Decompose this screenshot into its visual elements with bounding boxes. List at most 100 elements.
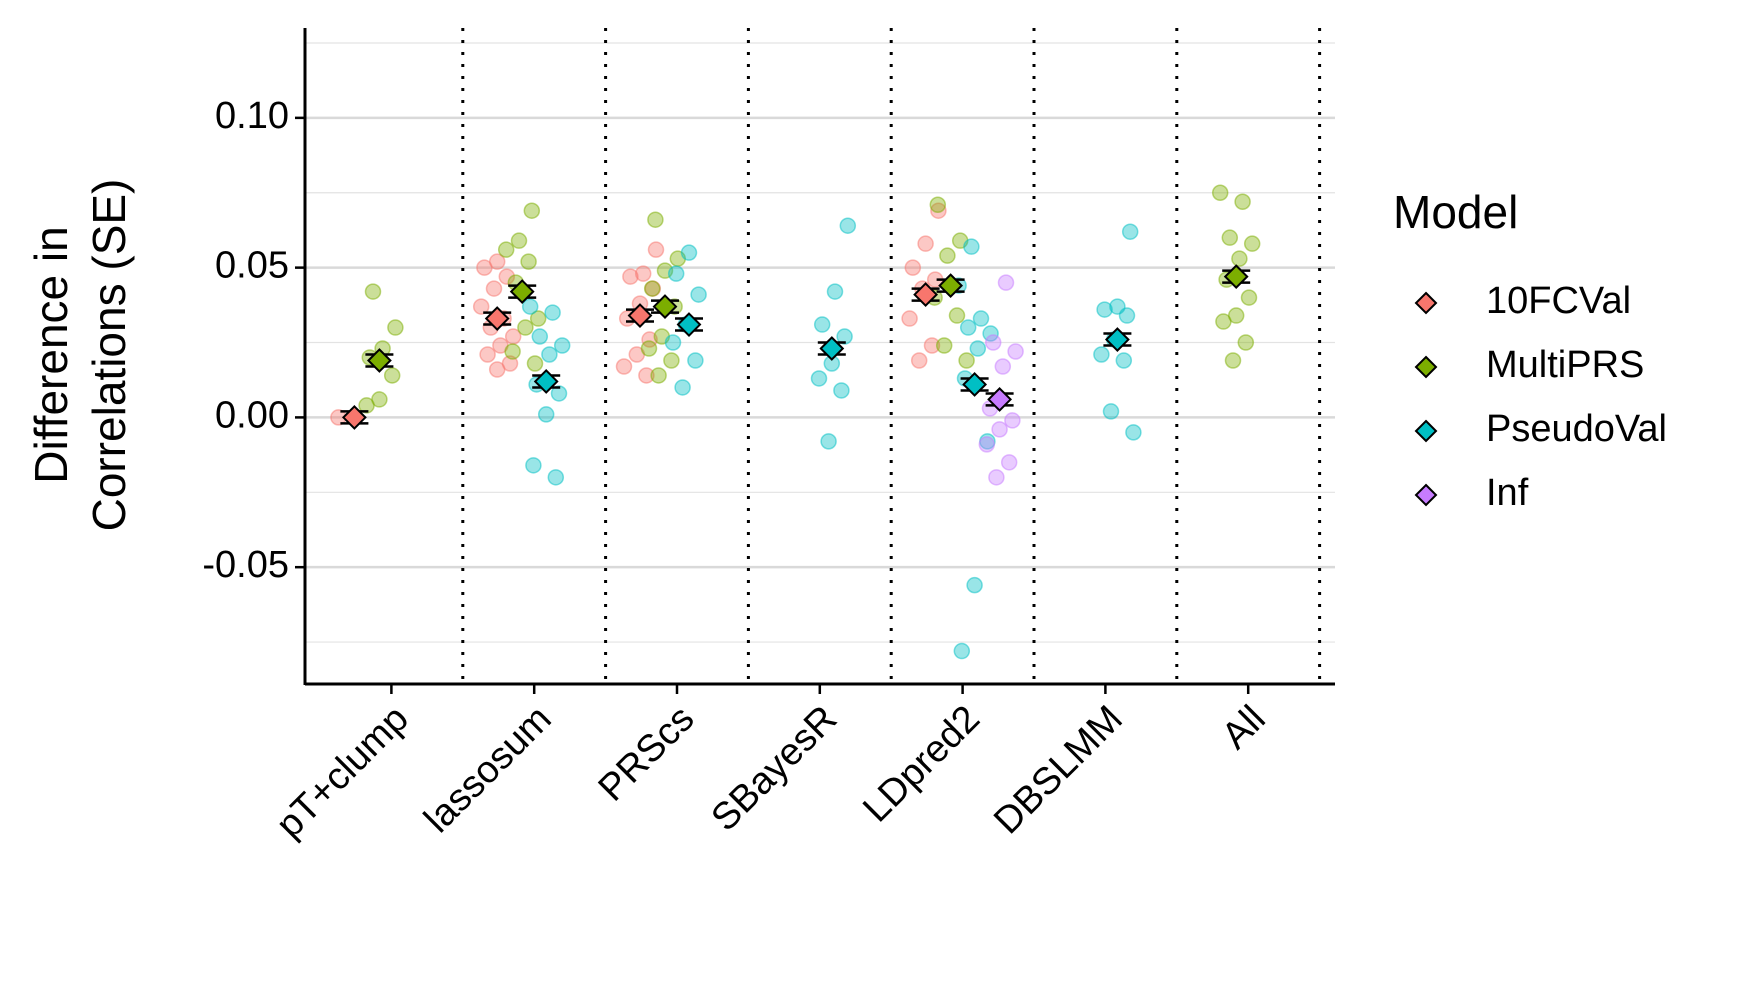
data-point [1224,352,1242,369]
data-point [935,337,953,354]
data-point [1004,412,1021,429]
data-point [547,469,565,486]
data-point [387,319,404,336]
data-point [523,202,541,219]
data-point [690,286,707,303]
data-point [634,265,652,282]
data-point [820,433,837,450]
data-point [833,382,850,399]
y-axis-title-line: Difference in [25,226,77,483]
data-point [504,343,521,360]
mean-marker [938,273,964,299]
legend-label: Inf [1486,472,1529,514]
data-point [615,358,633,375]
y-tick-label: 0.05 [215,245,289,287]
legend-label: MultiPRS [1486,344,1644,386]
data-point [517,319,534,336]
data-point [650,367,667,384]
data-point [531,328,549,345]
data-point [383,367,401,384]
data-point [485,280,503,297]
data-point [529,310,547,327]
data-point [1102,403,1120,420]
data-point [948,307,966,324]
mean-marker [1104,327,1130,352]
data-point [647,241,665,258]
data-point [472,298,490,315]
data-point [929,196,947,213]
data-point [667,265,685,282]
data-point [1007,343,1024,360]
data-point [810,370,828,387]
data-point [553,337,571,354]
data-point [364,283,382,300]
mean-marker [987,387,1013,412]
y-axis-title: Difference in Correlations (SE) [25,179,135,532]
mean-marker [366,348,392,373]
data-point [358,397,375,414]
data-point [901,310,918,327]
data-point [544,304,561,321]
data-point [479,346,496,363]
mean-marker [509,279,535,305]
data-point [904,259,922,276]
data-point [1231,250,1248,267]
data-point [836,328,853,345]
data-point [687,352,704,369]
data-point [525,457,542,474]
data-point [969,340,987,357]
data-point [988,469,1005,486]
data-point [1000,454,1018,471]
y-tick-label: -0.05 [202,544,289,586]
data-point [991,421,1008,438]
data-point [1234,193,1251,210]
legend-swatch [1414,419,1438,443]
data-point [978,436,996,453]
legend-title: Model [1393,186,1518,238]
data-point [963,238,980,255]
data-point [917,235,934,252]
data-point [622,268,639,285]
y-tick-label: 0.00 [215,394,289,436]
mean-marker [819,336,845,361]
data-point [997,274,1015,291]
mean-marker [652,294,678,319]
data-point [1240,289,1258,306]
mean-marker [533,369,559,394]
mean-marker [1223,264,1249,290]
data-point [498,268,516,285]
data-point [839,217,857,234]
y-axis-title-line: Correlations (SE) [83,179,135,532]
data-point [813,316,831,333]
data-point [638,367,655,384]
data-point [1211,184,1229,201]
data-point [541,346,558,363]
data-point [488,361,506,378]
mean-marker [484,306,510,331]
data-point [1093,346,1110,363]
data-point [680,244,698,261]
data-point [537,406,555,423]
legend-swatch [1414,355,1438,379]
y-tick-label: 0.10 [215,95,289,137]
data-point [958,352,975,369]
legend-label: PseudoVal [1486,408,1667,450]
data-point [966,576,983,594]
mean-marker [913,282,939,308]
data-point [923,337,941,354]
data-point [643,280,661,297]
data-point [497,241,515,258]
data-point [1118,307,1136,324]
mean-marker [676,312,702,337]
data-point [1237,334,1255,351]
data-point [1115,352,1133,369]
data-point [550,385,568,402]
data-point [1215,313,1232,330]
data-point [647,211,664,228]
data-point [984,334,1002,351]
data-point [510,232,528,249]
data-point [972,310,990,327]
data-point [826,283,844,300]
